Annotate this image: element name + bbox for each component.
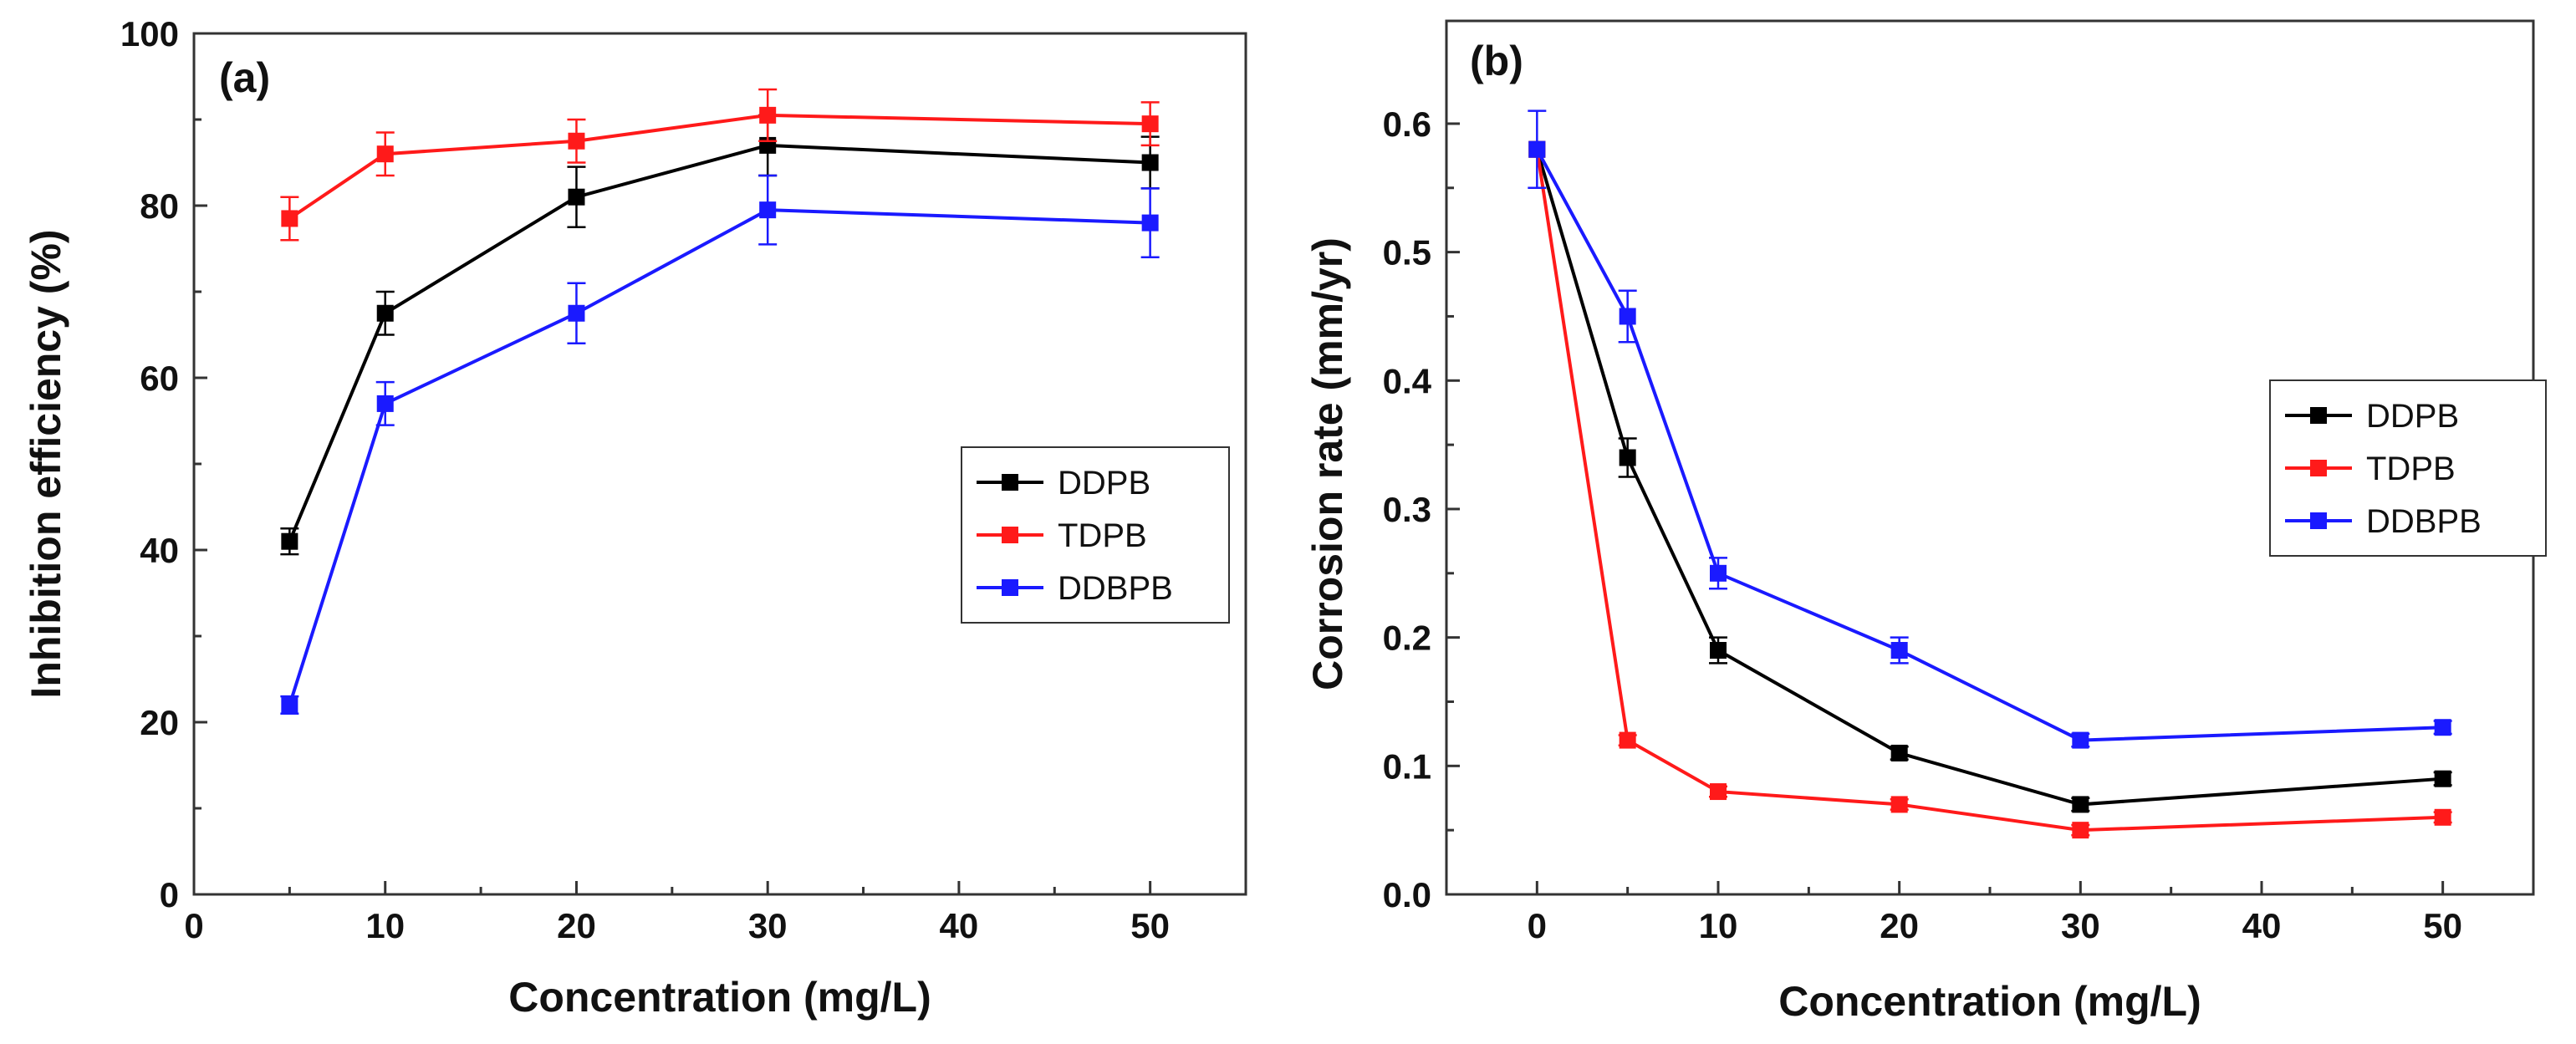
panel-a-x-tick-label: 50 — [1130, 906, 1170, 945]
panel-b-series-tdpb-point — [1890, 796, 1908, 813]
panel-b-legend-label-tdpb: TDPB — [2366, 451, 2456, 487]
panel-a-legend-marker-ddpb — [1002, 474, 1018, 491]
panel-b-series-tdpb-point — [2072, 822, 2089, 839]
panel-a-series-tdpb-point — [1141, 115, 1159, 133]
panel-b: (b) Concentration (mg/L) Corrosion rate … — [1304, 19, 2547, 1025]
panel-b-legend: DDPB TDPB DDBPB — [2269, 379, 2547, 557]
panel-a-x-axis-title: Concentration (mg/L) — [508, 974, 931, 1021]
panel-a-series-ddbpb-point — [759, 201, 777, 219]
panel-a-y-tick-label: 40 — [140, 531, 179, 570]
panel-a-x-tick-label: 40 — [940, 906, 979, 945]
panel-b-y-tick-label: 0.6 — [1383, 104, 1431, 144]
panel-b-series-ddbpb-point — [1528, 140, 1546, 158]
panel-a-legend: DDPB TDPB DDBPB — [961, 446, 1230, 624]
panel-a-y-tick-label: 100 — [120, 14, 179, 53]
panel-b-y-tick-label: 0.3 — [1383, 490, 1431, 529]
panel-b-series-tdpb-point — [1619, 731, 1636, 749]
panel-a-y-tick-label: 0 — [160, 875, 179, 914]
panel-b-x-tick-label: 50 — [2423, 906, 2462, 945]
panel-b-x-tick-label: 0 — [1528, 906, 1547, 945]
panel-b-series-ddpb-point — [1710, 642, 1727, 660]
panel-a-legend-marker-tdpb — [1002, 527, 1018, 543]
panel-b-series-ddbpb-line — [1535, 148, 2443, 742]
panel-a-label: (a) — [219, 54, 270, 101]
panel-a-series-ddbpb-point — [281, 696, 298, 714]
panel-b-x-tick-label: 30 — [2061, 906, 2100, 945]
panel-b-legend-label-ddpb: DDPB — [2366, 398, 2459, 435]
panel-b-series-ddpb-point — [2434, 770, 2451, 787]
panel-a-ticks: 0 10 20 30 40 50 0 20 40 60 80 100 — [120, 14, 1247, 945]
panel-b-legend-label-ddbpb: DDBPB — [2366, 503, 2482, 540]
panel-b-series-ddbpb-point — [2434, 719, 2451, 736]
panel-b-series-ddbpb-point — [1710, 564, 1727, 582]
panel-b-legend-marker-tdpb — [2310, 460, 2327, 476]
panel-b-series-ddpb-line — [1535, 149, 2443, 807]
panel-b-series-ddpb-point — [1619, 449, 1636, 466]
panel-b-y-tick-label: 0.4 — [1383, 361, 1432, 400]
panel-a-series-ddbpb-point — [1141, 214, 1159, 232]
panel-a: (a) Concentration (mg/L) Inhibition effi… — [23, 14, 1247, 1021]
panel-a-y-tick-label: 60 — [140, 359, 179, 398]
panel-b-series-ddbpb-point — [1890, 642, 1908, 660]
panel-a-series-tdpb-line — [288, 113, 1150, 221]
panel-b-label: (b) — [1470, 38, 1523, 84]
panel-a-series-ddpb-point — [281, 532, 298, 550]
panel-b-series-tdpb-point — [1710, 783, 1727, 801]
panel-a-y-tick-label: 20 — [140, 703, 179, 742]
panel-b-x-tick-label: 40 — [2242, 906, 2282, 945]
panel-b-legend-marker-ddpb — [2310, 407, 2327, 424]
panel-b-x-tick-label: 20 — [1880, 906, 1919, 945]
panel-b-y-tick-label: 0.0 — [1383, 875, 1431, 914]
panel-a-series-ddpb-point — [568, 188, 585, 206]
panel-a-series-ddbpb-point — [376, 395, 394, 412]
panel-a-y-axis-title: Inhibition efficiency (%) — [23, 229, 69, 698]
panel-b-series-ddbpb-point — [2072, 731, 2089, 749]
panel-b-series — [1528, 109, 2452, 839]
panel-a-y-tick-label: 80 — [140, 186, 179, 226]
panel-a-series-tdpb-point — [568, 132, 585, 150]
panel-b-x-axis-title: Concentration (mg/L) — [1778, 978, 2201, 1025]
panel-a-legend-label-ddpb: DDPB — [1058, 465, 1150, 502]
panel-b-series-tdpb-point — [2434, 808, 2451, 826]
panel-a-series-ddpb-point — [376, 304, 394, 322]
panel-a-legend-label-ddbpb: DDBPB — [1058, 570, 1173, 607]
panel-a-series-ddbpb-point — [568, 304, 585, 322]
panel-a-x-tick-label: 30 — [748, 906, 788, 945]
panel-b-ticks: 0 10 20 30 40 50 0.0 0.1 0.2 0.3 0.4 0.5 0.6 — [1383, 104, 2535, 945]
panel-a-legend-marker-ddbpb — [1002, 579, 1018, 596]
panel-b-y-tick-label: 0.5 — [1383, 233, 1431, 272]
panel-a-x-tick-label: 20 — [557, 906, 596, 945]
panel-b-x-tick-label: 10 — [1699, 906, 1738, 945]
panel-a-series — [280, 88, 1160, 715]
panel-b-y-axis-title: Corrosion rate (mm/yr) — [1304, 237, 1351, 690]
panel-b-series-tdpb-line — [1535, 149, 2443, 833]
panel-a-series-tdpb-point — [759, 106, 777, 124]
panel-a-series-tdpb-point — [376, 145, 394, 163]
panel-a-legend-label-tdpb: TDPB — [1058, 517, 1147, 554]
panel-b-y-tick-label: 0.2 — [1383, 619, 1431, 658]
panel-a-series-ddpb-point — [1141, 154, 1159, 171]
panel-a-x-tick-label: 10 — [365, 906, 405, 945]
panel-a-x-tick-label: 0 — [184, 906, 203, 945]
panel-b-series-ddpb-point — [2072, 796, 2089, 813]
panel-a-series-tdpb-point — [281, 210, 298, 227]
panel-b-legend-marker-ddbpb — [2310, 512, 2327, 529]
panel-b-series-ddpb-point — [1890, 744, 1908, 761]
panel-b-series-ddbpb-point — [1619, 308, 1636, 325]
panel-b-y-tick-label: 0.1 — [1383, 746, 1431, 786]
